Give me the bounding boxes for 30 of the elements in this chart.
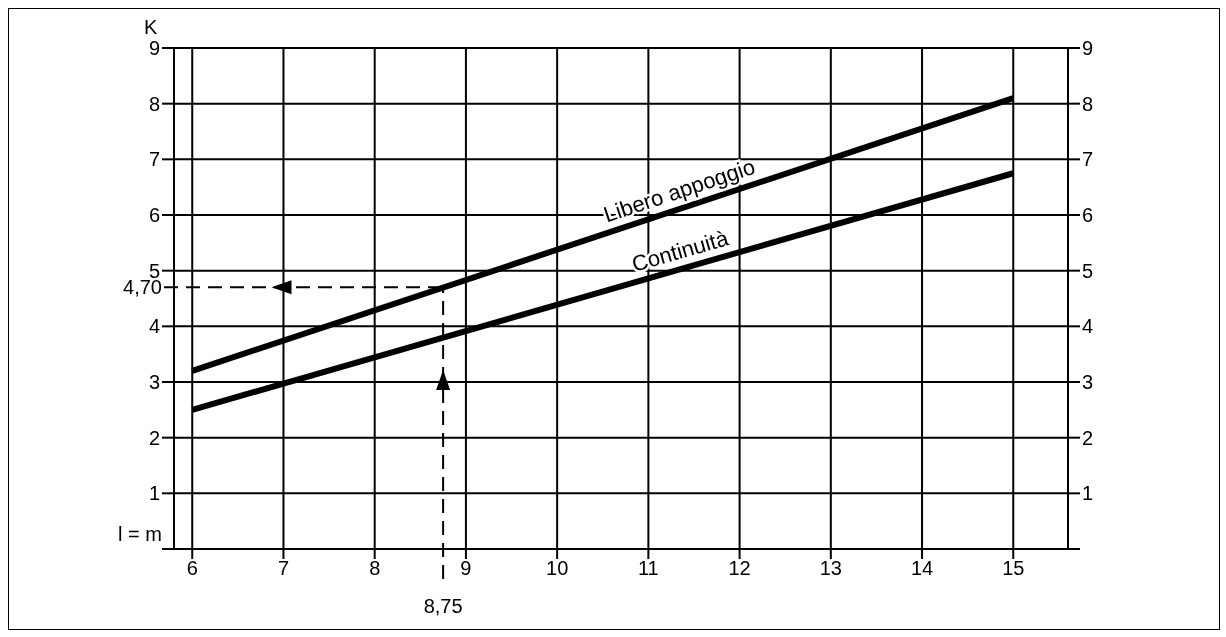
ref-line-label: 8,75 — [423, 595, 463, 617]
x-tick-label: 15 — [1002, 557, 1025, 580]
y-tick-label: 6 — [148, 204, 160, 227]
x-tick-label: 13 — [819, 557, 842, 580]
y2-tick-label: 6 — [1082, 204, 1094, 227]
y2-tick-label: 4 — [1082, 315, 1094, 338]
x-tick-label: 14 — [910, 557, 934, 580]
y2-tick-label: 8 — [1082, 92, 1094, 115]
y-tick-label: 9 — [148, 37, 160, 60]
y2-tick-label: 5 — [1082, 259, 1094, 282]
x-tick-label: 12 — [728, 557, 751, 580]
y-tick-label: 2 — [148, 426, 160, 449]
y-tick-label: 4 — [148, 315, 160, 338]
y2-tick-label: 9 — [1082, 37, 1094, 60]
y-tick-label: 7 — [148, 148, 160, 171]
y2-tick-label: 7 — [1082, 148, 1094, 171]
y-tick-label: 1 — [148, 482, 160, 505]
y-axis-title: K — [144, 16, 158, 38]
x-tick-label: 6 — [186, 557, 198, 580]
x-axis-title: l = m — [118, 523, 162, 545]
y-tick-label: 3 — [148, 371, 160, 394]
x-tick-label: 10 — [546, 557, 569, 580]
y-tick-label: 8 — [148, 92, 160, 115]
x-tick-label: 11 — [637, 557, 659, 580]
y2-tick-label: 3 — [1082, 371, 1094, 394]
x-tick-label: 8 — [369, 557, 381, 580]
x-tick-label: 7 — [277, 557, 290, 580]
y2-tick-label: 1 — [1082, 482, 1094, 505]
x-tick-label: 9 — [460, 557, 472, 580]
y2-tick-label: 2 — [1082, 426, 1094, 449]
